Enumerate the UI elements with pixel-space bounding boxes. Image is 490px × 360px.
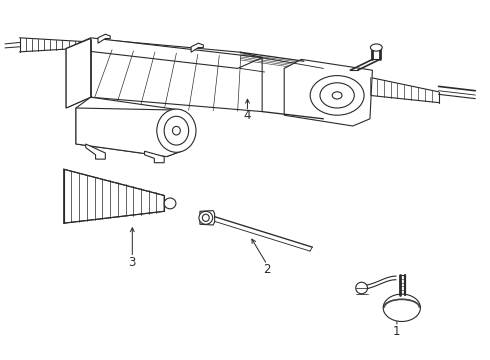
Ellipse shape xyxy=(370,44,382,51)
Ellipse shape xyxy=(164,198,176,209)
Text: 3: 3 xyxy=(128,256,136,269)
Polygon shape xyxy=(66,39,262,112)
Ellipse shape xyxy=(383,294,420,321)
Polygon shape xyxy=(86,144,105,159)
Polygon shape xyxy=(284,59,372,126)
Ellipse shape xyxy=(164,116,189,145)
Ellipse shape xyxy=(172,126,180,135)
Ellipse shape xyxy=(332,92,342,99)
Ellipse shape xyxy=(310,76,364,115)
Polygon shape xyxy=(200,211,215,225)
Text: 1: 1 xyxy=(393,325,401,338)
Polygon shape xyxy=(191,43,203,52)
Polygon shape xyxy=(76,108,181,157)
Polygon shape xyxy=(76,97,181,157)
Ellipse shape xyxy=(157,109,196,152)
Text: 2: 2 xyxy=(263,263,271,276)
Polygon shape xyxy=(66,39,91,108)
Polygon shape xyxy=(64,169,164,223)
Ellipse shape xyxy=(320,83,354,108)
Ellipse shape xyxy=(356,282,368,294)
Text: 4: 4 xyxy=(244,109,251,122)
Ellipse shape xyxy=(202,214,209,221)
Polygon shape xyxy=(66,38,262,68)
Polygon shape xyxy=(145,151,164,163)
Ellipse shape xyxy=(199,211,213,224)
Polygon shape xyxy=(98,34,110,43)
